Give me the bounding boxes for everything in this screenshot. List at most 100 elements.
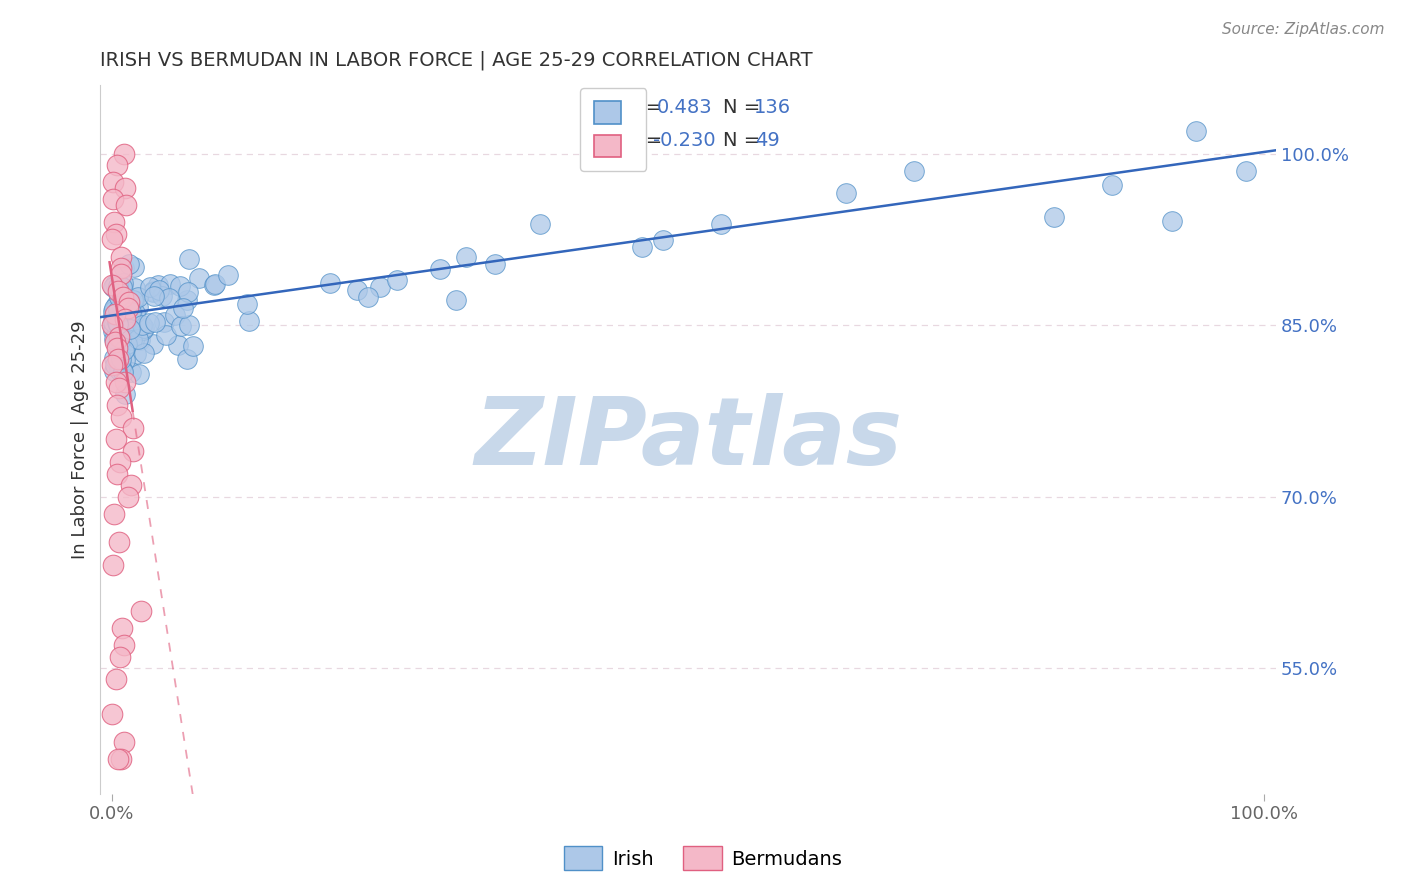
Point — [107, 329, 129, 343]
Point — [202, 278, 225, 293]
Point — [103, 364, 125, 378]
Point — [110, 409, 132, 424]
Point — [146, 278, 169, 293]
Point — [142, 284, 165, 298]
Point — [110, 752, 132, 766]
Point — [132, 321, 155, 335]
Point — [238, 314, 260, 328]
Point — [236, 296, 259, 310]
Point — [107, 279, 129, 293]
Point — [108, 291, 131, 305]
Point — [142, 337, 165, 351]
Point — [117, 337, 139, 351]
Point — [105, 673, 128, 687]
Text: N =: N = — [724, 98, 766, 117]
Legend: , : , — [581, 87, 647, 170]
Point — [111, 276, 134, 290]
Point — [112, 638, 135, 652]
Point — [142, 285, 165, 299]
Point — [631, 240, 654, 254]
Point — [124, 306, 146, 320]
Point — [111, 621, 134, 635]
Point — [368, 280, 391, 294]
Point — [169, 318, 191, 333]
Point — [112, 343, 135, 357]
Point — [101, 558, 124, 573]
Point — [112, 146, 135, 161]
Point — [110, 260, 132, 275]
Point — [177, 318, 200, 333]
Point — [107, 381, 129, 395]
Point — [111, 280, 134, 294]
Point — [346, 284, 368, 298]
Point — [128, 367, 150, 381]
Point — [101, 309, 124, 323]
Point — [121, 421, 143, 435]
Text: IRISH VS BERMUDAN IN LABOR FORCE | AGE 25-29 CORRELATION CHART: IRISH VS BERMUDAN IN LABOR FORCE | AGE 2… — [100, 51, 813, 70]
Point — [101, 280, 124, 294]
Point — [454, 250, 477, 264]
Point — [835, 186, 858, 200]
Point — [112, 364, 135, 378]
Point — [169, 279, 191, 293]
Point — [429, 262, 451, 277]
Point — [444, 293, 467, 307]
Point — [122, 443, 145, 458]
Point — [187, 271, 209, 285]
Point — [108, 293, 131, 307]
Point — [104, 307, 127, 321]
Point — [103, 193, 125, 207]
Point — [105, 316, 128, 330]
Point — [112, 289, 135, 303]
Point — [121, 333, 143, 347]
Point — [101, 325, 124, 339]
Point — [1234, 164, 1257, 178]
Point — [104, 277, 127, 292]
Legend: Irish, Bermudans: Irish, Bermudans — [555, 838, 851, 878]
Point — [114, 305, 136, 319]
Point — [107, 317, 129, 331]
Point — [117, 327, 139, 342]
Point — [155, 328, 177, 343]
Point — [114, 353, 136, 368]
Point — [131, 318, 153, 333]
Point — [103, 332, 125, 346]
Point — [104, 332, 127, 346]
Point — [127, 317, 149, 331]
Point — [101, 175, 124, 189]
Point — [101, 315, 124, 329]
Point — [148, 283, 170, 297]
Point — [101, 318, 124, 332]
Point — [120, 315, 142, 329]
Point — [159, 277, 181, 291]
Point — [108, 290, 131, 304]
Point — [117, 490, 139, 504]
Point — [177, 285, 200, 299]
Point — [101, 232, 124, 246]
Point — [105, 467, 128, 481]
Point — [110, 337, 132, 351]
Point — [1161, 214, 1184, 228]
Point — [143, 289, 166, 303]
Point — [121, 320, 143, 334]
Point — [122, 260, 145, 275]
Point — [710, 217, 733, 231]
Point — [110, 267, 132, 281]
Point — [107, 284, 129, 298]
Point — [177, 252, 200, 266]
Point — [112, 296, 135, 310]
Point — [122, 293, 145, 307]
Point — [903, 164, 925, 178]
Point — [114, 312, 136, 326]
Point — [103, 301, 125, 315]
Point — [132, 322, 155, 336]
Point — [1043, 211, 1066, 225]
Text: -0.230: -0.230 — [652, 131, 716, 150]
Point — [105, 158, 128, 172]
Point — [114, 181, 136, 195]
Point — [127, 332, 149, 346]
Point — [127, 300, 149, 314]
Point — [134, 345, 156, 359]
Point — [110, 352, 132, 367]
Point — [124, 281, 146, 295]
